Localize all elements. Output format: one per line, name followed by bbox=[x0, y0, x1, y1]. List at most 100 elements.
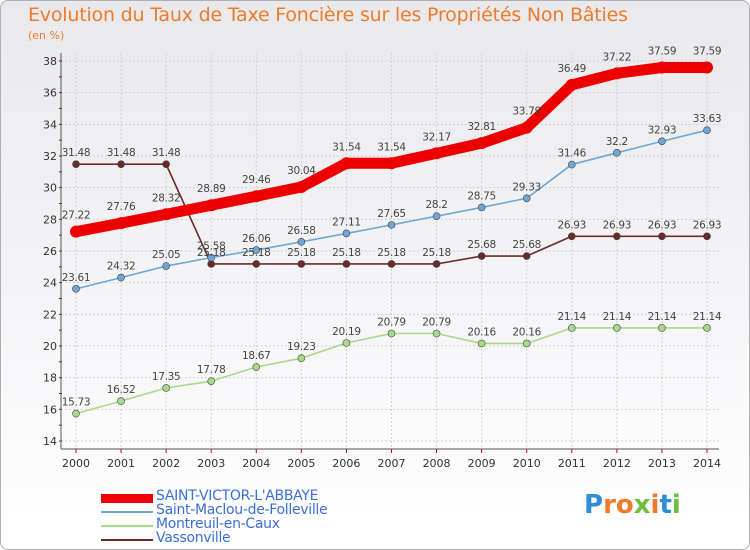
y-tick-label: 22 bbox=[43, 308, 57, 321]
data-point bbox=[658, 324, 666, 332]
data-point bbox=[72, 160, 80, 169]
data-label: 28.75 bbox=[467, 190, 496, 202]
data-point bbox=[658, 232, 666, 241]
data-label: 33.79 bbox=[512, 106, 541, 118]
x-tick-label: 2009 bbox=[468, 457, 496, 470]
data-label: 27.76 bbox=[107, 201, 136, 213]
data-label: 20.16 bbox=[467, 326, 496, 338]
data-point bbox=[432, 260, 441, 268]
data-point bbox=[387, 221, 396, 229]
data-label: 26.93 bbox=[648, 219, 677, 231]
data-point bbox=[207, 377, 216, 385]
data-point bbox=[477, 339, 486, 348]
data-point bbox=[565, 78, 578, 91]
x-tick-label: 2012 bbox=[603, 457, 631, 470]
data-point bbox=[340, 157, 353, 170]
data-point bbox=[117, 273, 125, 282]
data-label: 30.04 bbox=[287, 165, 316, 177]
data-label: 25.05 bbox=[152, 249, 181, 261]
data-point bbox=[207, 253, 216, 262]
data-point bbox=[70, 225, 82, 238]
data-point bbox=[115, 217, 128, 230]
legend-swatch bbox=[101, 539, 153, 541]
data-point bbox=[72, 409, 80, 418]
x-tick-label: 2002 bbox=[152, 457, 180, 470]
legend-swatch bbox=[101, 511, 153, 513]
data-point bbox=[522, 339, 531, 348]
data-label: 25.18 bbox=[377, 247, 406, 259]
data-labels: 31.48 31.48 31.48 25.18 25.18 25.18 25.18 25.18… bbox=[62, 45, 722, 408]
x-tick-label: 2001 bbox=[107, 457, 135, 470]
logo-letter: i bbox=[671, 490, 681, 520]
legend-label: Saint-Maclou-de-Folleville bbox=[156, 502, 328, 518]
y-tick-label: 36 bbox=[43, 87, 57, 100]
x-tick-label: 2004 bbox=[242, 457, 270, 470]
y-tick-label: 24 bbox=[43, 277, 57, 290]
data-point bbox=[207, 260, 216, 268]
data-label: 21.14 bbox=[693, 311, 722, 323]
logo-letter: o bbox=[615, 490, 634, 520]
data-label: 26.93 bbox=[558, 219, 587, 231]
data-point bbox=[477, 252, 486, 260]
data-label: 20.79 bbox=[422, 316, 451, 328]
data-label: 16.52 bbox=[107, 384, 136, 396]
y-tick-label: 32 bbox=[43, 150, 57, 163]
data-point bbox=[297, 238, 306, 246]
data-point bbox=[250, 190, 263, 203]
data-point bbox=[295, 181, 308, 194]
data-label: 15.73 bbox=[62, 397, 91, 409]
chart-title: Evolution du Taux de Taxe Foncière sur l… bbox=[28, 4, 628, 26]
data-label: 26.93 bbox=[603, 219, 632, 231]
data-label: 25.58 bbox=[197, 241, 226, 253]
logo-letter: r bbox=[603, 490, 616, 520]
x-tick-label: 2003 bbox=[197, 457, 225, 470]
data-point bbox=[297, 260, 306, 268]
data-point bbox=[252, 260, 261, 268]
y-tick-label: 20 bbox=[43, 340, 57, 353]
data-label: 21.14 bbox=[603, 311, 632, 323]
data-point bbox=[522, 252, 531, 260]
y-tick-label: 18 bbox=[43, 372, 57, 385]
y-tick-label: 30 bbox=[43, 182, 57, 195]
legend-label: SAINT-VICTOR-L'ABBAYE bbox=[156, 488, 319, 504]
data-label: 27.22 bbox=[62, 210, 91, 222]
data-point bbox=[522, 194, 531, 203]
axes: 14 16 18 20 22 24 26 28 30 32 34 36 38 2000 2001 2002 20… bbox=[43, 53, 721, 470]
data-point bbox=[703, 126, 711, 134]
legend-swatch bbox=[101, 494, 153, 503]
data-point bbox=[117, 397, 125, 405]
data-label: 37.59 bbox=[648, 45, 677, 57]
data-point bbox=[160, 208, 173, 221]
data-point bbox=[658, 137, 666, 146]
data-label: 28.2 bbox=[425, 199, 447, 211]
x-tick-label: 2010 bbox=[513, 457, 541, 470]
data-label: 17.35 bbox=[152, 371, 181, 383]
data-point bbox=[387, 260, 396, 268]
data-point bbox=[430, 147, 443, 160]
data-point bbox=[162, 384, 170, 392]
data-point bbox=[252, 363, 261, 371]
data-label: 26.58 bbox=[287, 225, 316, 237]
data-point bbox=[342, 339, 351, 347]
legend-swatch bbox=[101, 525, 153, 527]
y-tick-label: 14 bbox=[43, 435, 57, 448]
data-label: 25.18 bbox=[197, 247, 226, 259]
data-label: 17.78 bbox=[197, 364, 226, 376]
data-label: 20.19 bbox=[332, 326, 361, 338]
data-label: 33.63 bbox=[693, 113, 722, 125]
data-label: 36.49 bbox=[558, 63, 587, 75]
data-point bbox=[72, 285, 80, 293]
x-tick-label: 2013 bbox=[648, 457, 676, 470]
data-point bbox=[567, 160, 576, 169]
data-point bbox=[610, 67, 623, 80]
data-label: 21.14 bbox=[558, 311, 587, 323]
data-point bbox=[162, 160, 170, 169]
legend-label: Montreuil-en-Caux bbox=[156, 516, 280, 532]
x-tick-label: 2000 bbox=[62, 457, 90, 470]
data-label: 25.18 bbox=[242, 247, 271, 259]
data-point bbox=[703, 232, 711, 241]
data-label: 25.18 bbox=[422, 247, 451, 259]
data-point bbox=[477, 203, 486, 212]
data-point bbox=[342, 260, 351, 268]
